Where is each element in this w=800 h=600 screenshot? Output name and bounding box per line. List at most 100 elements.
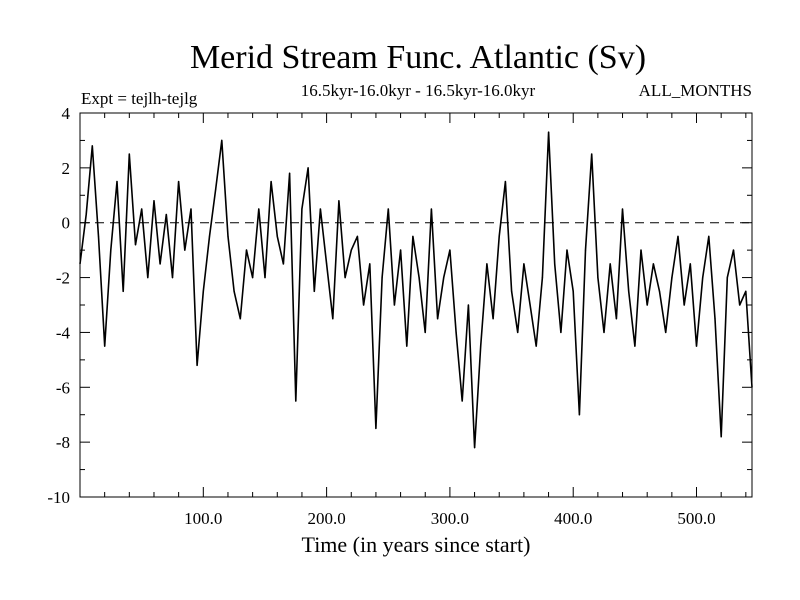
data-point <box>178 181 180 183</box>
data-point <box>683 304 685 306</box>
data-point <box>572 290 574 292</box>
data-point <box>486 263 488 265</box>
axis-layer: 4 2 0 -2 -4 -6 -8 -10 100.0 200.0 300.0 400.0 500.0 <box>47 104 752 528</box>
chart-subtitle: 16.5kyr-16.0kyr - 16.5kyr-16.0kyr <box>301 81 536 100</box>
data-point <box>239 318 241 320</box>
data-point <box>104 345 106 347</box>
series-layer <box>79 131 753 449</box>
y-tick-label: 0 <box>62 214 71 233</box>
data-point <box>270 181 272 183</box>
data-point <box>621 208 624 210</box>
data-point <box>196 364 198 366</box>
data-point <box>665 331 667 333</box>
data-point <box>381 277 383 279</box>
data-point <box>689 263 691 265</box>
data-point <box>412 235 414 237</box>
data-point <box>153 200 155 202</box>
data-point <box>400 249 402 251</box>
series-line-0 <box>79 131 753 449</box>
data-point <box>430 208 432 210</box>
data-point <box>85 213 87 216</box>
data-point <box>597 277 599 279</box>
data-point <box>313 290 315 292</box>
data-point <box>393 304 395 306</box>
data-point <box>615 318 618 320</box>
data-point <box>375 427 377 429</box>
data-point <box>739 304 741 306</box>
data-point <box>461 400 463 402</box>
data-point <box>91 145 93 147</box>
data-point <box>369 263 371 265</box>
data-point <box>202 290 204 292</box>
data-point <box>276 235 278 237</box>
data-point <box>338 200 340 202</box>
x-tick-label: 300.0 <box>431 509 469 528</box>
data-point <box>147 277 149 279</box>
data-point <box>695 345 698 347</box>
data-point <box>301 208 303 210</box>
data-point <box>289 172 291 174</box>
x-tick-label: 200.0 <box>307 509 345 528</box>
data-point <box>245 249 248 251</box>
data-point <box>511 290 513 292</box>
data-point <box>467 304 469 306</box>
data-point <box>541 277 544 279</box>
data-point <box>387 208 389 210</box>
data-point <box>554 263 556 265</box>
data-point <box>745 290 747 292</box>
data-point <box>535 345 537 347</box>
data-point <box>492 318 494 320</box>
data-point <box>350 249 352 251</box>
data-point <box>634 345 636 347</box>
data-point <box>578 414 581 416</box>
data-point <box>658 290 661 292</box>
y-tick-label: -10 <box>47 488 70 507</box>
data-point <box>720 436 722 438</box>
data-point <box>171 277 174 279</box>
data-point <box>282 263 284 265</box>
data-point <box>116 181 118 183</box>
y-tick-label: 4 <box>62 104 71 123</box>
data-point <box>566 249 568 251</box>
data-point <box>455 331 457 333</box>
data-point <box>406 345 408 347</box>
data-point <box>356 235 358 237</box>
y-tick-label: -2 <box>56 269 70 288</box>
data-point <box>560 331 562 333</box>
data-point <box>424 331 426 333</box>
data-point <box>628 290 630 292</box>
chart-title: Merid Stream Func. Atlantic (Sv) <box>190 39 646 76</box>
data-point <box>141 208 143 210</box>
data-point <box>208 235 211 237</box>
y-tick-label: 2 <box>62 159 71 178</box>
data-point <box>702 277 704 279</box>
data-point <box>726 277 728 279</box>
data-point <box>233 290 235 292</box>
data-point <box>708 235 710 237</box>
data-point <box>128 153 130 155</box>
data-point <box>640 249 642 251</box>
data-point <box>677 235 679 237</box>
data-point <box>122 290 124 292</box>
data-point <box>504 181 506 183</box>
data-point <box>732 249 735 251</box>
data-point <box>714 318 716 320</box>
x-tick-label: 500.0 <box>677 509 715 528</box>
data-point <box>363 304 365 306</box>
data-point <box>264 277 266 279</box>
x-axis-label: Time (in years since start) <box>302 532 531 557</box>
data-point <box>437 318 439 320</box>
data-point <box>258 208 260 210</box>
data-point <box>227 235 229 237</box>
y-tick-label: -6 <box>56 378 70 397</box>
data-point <box>603 331 605 333</box>
data-point <box>221 139 223 141</box>
data-point <box>319 208 321 210</box>
data-point <box>159 263 161 265</box>
data-point <box>474 447 476 449</box>
data-point <box>443 277 445 279</box>
data-point <box>252 277 254 279</box>
data-point <box>110 249 112 251</box>
data-point <box>529 304 531 306</box>
